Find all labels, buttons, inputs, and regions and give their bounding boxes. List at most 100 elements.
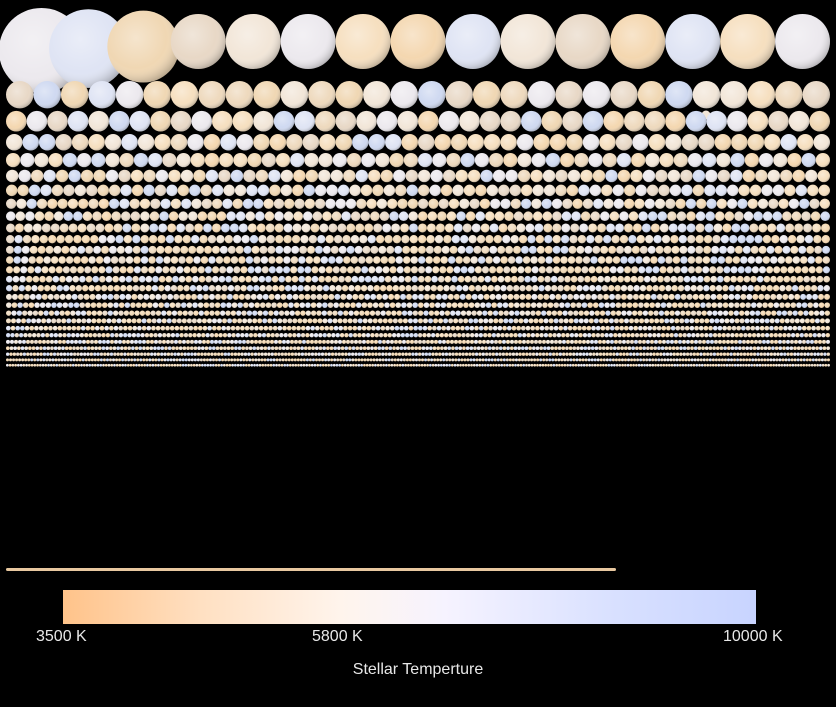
star-shading	[532, 184, 544, 197]
star-shading	[774, 339, 778, 344]
star-shading	[88, 256, 96, 264]
star-shading	[258, 275, 266, 283]
star-shading	[127, 325, 133, 331]
star-shading	[477, 256, 486, 264]
star-shading	[563, 318, 569, 324]
star-shading	[400, 223, 410, 233]
star-shading	[548, 333, 553, 338]
star-shading	[300, 333, 306, 338]
star-shading	[717, 333, 722, 338]
star-shading	[391, 333, 397, 338]
star-shading	[170, 339, 174, 344]
star-shading	[227, 245, 236, 254]
star-shading	[787, 234, 797, 244]
star-shading	[223, 184, 235, 197]
star-shading	[500, 134, 517, 151]
star-shading	[275, 266, 284, 274]
star-shading	[180, 302, 187, 308]
star-shading	[297, 266, 305, 274]
star-shading	[141, 302, 148, 308]
star-shading	[742, 339, 746, 344]
star-shading	[193, 346, 198, 351]
star-shading	[608, 245, 617, 254]
star-shading	[134, 346, 139, 351]
star-shading	[85, 245, 94, 254]
star-shading	[803, 310, 809, 316]
star-shading	[567, 293, 574, 300]
star-shading	[119, 293, 126, 300]
star-shading	[665, 333, 670, 338]
star-shading	[813, 134, 830, 151]
star-shading	[485, 302, 492, 308]
star-shading	[173, 293, 180, 300]
star-shading	[605, 310, 611, 316]
star-shading	[813, 234, 822, 244]
star-shading	[588, 223, 598, 233]
star-shading	[481, 245, 490, 254]
star-shading	[608, 285, 615, 292]
star-shading	[799, 318, 805, 324]
star-shading	[85, 302, 91, 308]
star-shading	[801, 266, 809, 274]
star-shading	[98, 266, 106, 274]
star-shading	[455, 256, 463, 264]
star-shading	[491, 302, 498, 308]
star-shading	[450, 339, 454, 344]
star-shading	[201, 198, 213, 209]
star-shading	[315, 325, 320, 331]
star-shading	[476, 234, 486, 244]
star-shading	[821, 223, 831, 233]
star-shading	[233, 266, 241, 274]
star-shading	[208, 285, 216, 292]
star-shading	[43, 325, 49, 331]
star-shading	[26, 198, 37, 209]
star-shading	[694, 318, 700, 324]
star-shading	[550, 339, 554, 344]
star-shading	[473, 245, 482, 254]
star-shading	[298, 293, 305, 300]
star-shading	[265, 302, 272, 308]
star-shading	[695, 223, 705, 233]
star-shading	[335, 134, 353, 151]
star-shading	[814, 318, 820, 324]
star-shading	[364, 293, 371, 300]
star-shading	[601, 285, 609, 292]
star-shading	[504, 211, 514, 222]
star-shading	[258, 325, 264, 331]
star-shading	[274, 223, 284, 233]
star-shading	[73, 256, 81, 264]
star-shading	[172, 245, 181, 254]
star-shading	[405, 169, 419, 183]
star-shading	[453, 318, 459, 324]
star-shading	[760, 333, 765, 338]
star-shading	[509, 184, 521, 197]
star-shading	[533, 134, 550, 151]
star-shading	[316, 293, 323, 300]
star-shading	[138, 339, 142, 344]
star-shading	[619, 211, 629, 222]
star-shading	[38, 325, 44, 331]
star-shading	[645, 234, 654, 244]
star-shading	[107, 302, 114, 308]
star-shading	[96, 302, 102, 308]
star-shading	[145, 346, 150, 351]
star-shading	[647, 325, 653, 331]
star-shading	[704, 333, 709, 338]
star-shading	[465, 333, 471, 338]
star-shading	[166, 339, 170, 344]
star-shading	[453, 293, 460, 300]
star-shading	[504, 333, 510, 338]
star-shading	[433, 245, 442, 254]
star-shading	[47, 293, 54, 300]
star-shading	[782, 245, 791, 254]
star-shading	[132, 285, 140, 292]
star-shading	[275, 245, 284, 254]
star-shading	[509, 333, 514, 338]
star-shading	[253, 198, 264, 209]
star-shading	[448, 318, 454, 324]
star-shading	[150, 310, 156, 316]
star-shading	[799, 333, 804, 338]
star-shading	[5, 198, 17, 209]
star-shading	[221, 285, 228, 292]
star-shading	[692, 184, 705, 197]
